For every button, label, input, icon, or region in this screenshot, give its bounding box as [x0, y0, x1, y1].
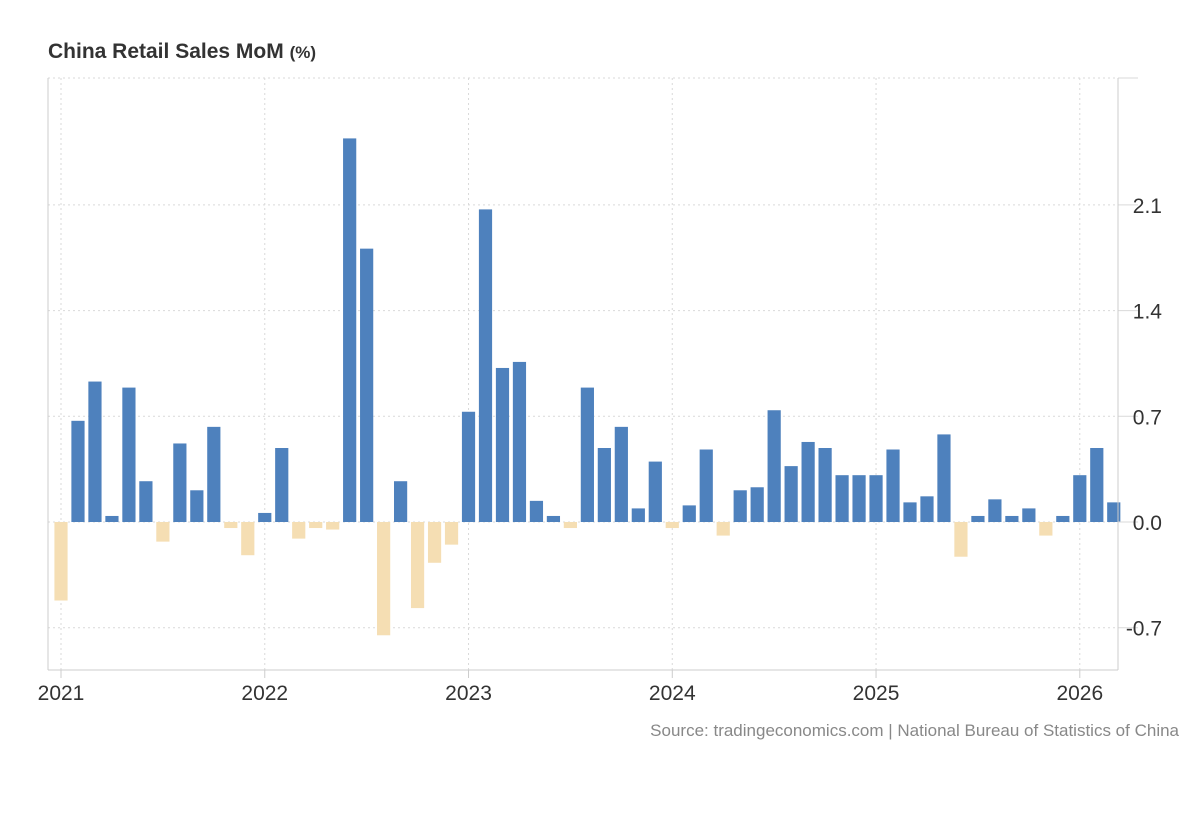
bar-negative — [156, 522, 170, 542]
y-tick-label: -0.7 — [1126, 618, 1162, 641]
bar-positive — [988, 499, 1002, 522]
bar-positive — [122, 387, 136, 522]
bar-negative — [444, 522, 459, 545]
bar-negative — [716, 522, 730, 536]
bar-positive — [818, 448, 832, 522]
bar-positive — [512, 361, 527, 522]
bar-negative — [427, 522, 442, 563]
bar-negative — [954, 522, 968, 557]
bar-negative — [665, 522, 679, 529]
x-tick-label: 2023 — [445, 682, 492, 705]
x-tick-label: 2022 — [241, 682, 288, 705]
bar-positive — [1090, 448, 1104, 522]
bar-positive — [1022, 508, 1036, 522]
bar-negative — [292, 522, 306, 539]
x-tick-label: 2025 — [853, 682, 900, 705]
bar-positive — [139, 481, 153, 522]
y-tick-label: 0.0 — [1133, 512, 1162, 535]
x-tick-label: 2021 — [38, 682, 85, 705]
bar-positive — [580, 387, 594, 522]
bar-negative — [309, 522, 323, 529]
y-tick-label: 2.1 — [1133, 195, 1162, 218]
bar-negative — [54, 522, 68, 601]
grid-layer — [48, 77, 1118, 670]
bar-positive — [852, 475, 866, 522]
bar-positive — [190, 490, 204, 522]
bar-positive — [495, 367, 510, 522]
bar-positive — [88, 381, 102, 522]
bar-negative — [241, 522, 255, 556]
bar-negative — [1039, 522, 1053, 536]
bar-negative — [326, 522, 340, 530]
bar-positive — [784, 466, 798, 522]
bar-positive — [750, 487, 764, 522]
bar-positive — [937, 434, 951, 522]
chart-title-unit: (%) — [289, 43, 317, 62]
bar-positive — [767, 410, 781, 522]
bar-positive — [801, 441, 815, 522]
bar-positive — [360, 248, 374, 522]
y-tick-label: 1.4 — [1133, 301, 1163, 324]
bar-positive — [835, 475, 849, 522]
bar-positive — [258, 512, 272, 522]
bar-positive — [478, 209, 493, 522]
bar-positive — [920, 496, 934, 522]
bar-positive — [699, 449, 713, 522]
bar-positive — [275, 448, 289, 522]
axes-layer — [47, 77, 1138, 678]
bar-positive — [971, 515, 985, 522]
x-tick-label: 2024 — [649, 682, 696, 705]
bar-positive — [1005, 515, 1019, 522]
bar-positive — [1056, 515, 1070, 522]
bar-positive — [546, 515, 561, 522]
chart-title: China Retail Sales MoM (%) — [48, 40, 316, 64]
bar-positive — [733, 490, 747, 522]
bar-positive — [1107, 502, 1121, 522]
bar-positive — [614, 426, 628, 522]
bar-positive — [869, 475, 883, 522]
labels-layer: -0.7 0.0 0.7 1.4 2.1 2021 2022 2023 2024 2025 2026 — [38, 195, 1163, 705]
bar-positive — [903, 502, 917, 522]
bar-positive — [207, 426, 221, 522]
bar-positive — [1073, 475, 1087, 522]
chart-source: Source: tradingeconomics.com | National … — [650, 721, 1179, 740]
bar-positive — [648, 461, 662, 522]
y-tick-label: 0.7 — [1133, 406, 1162, 429]
bar-positive — [597, 448, 611, 522]
bar-positive — [529, 500, 544, 522]
bar-positive — [105, 515, 119, 522]
bar-negative — [224, 522, 238, 529]
bars-layer — [54, 138, 1121, 636]
bar-positive — [343, 138, 357, 522]
bar-positive — [461, 411, 476, 522]
bar-positive — [631, 508, 645, 522]
bar-negative — [563, 522, 577, 529]
bar-positive — [173, 443, 187, 522]
bar-negative — [377, 522, 391, 636]
x-tick-label: 2026 — [1056, 682, 1103, 705]
bar-positive — [682, 505, 696, 522]
bar-negative — [410, 522, 425, 609]
bar-positive — [71, 420, 85, 522]
bar-positive — [394, 481, 408, 522]
chart-title-text: China Retail Sales MoM — [48, 40, 284, 63]
bar-positive — [886, 449, 900, 522]
